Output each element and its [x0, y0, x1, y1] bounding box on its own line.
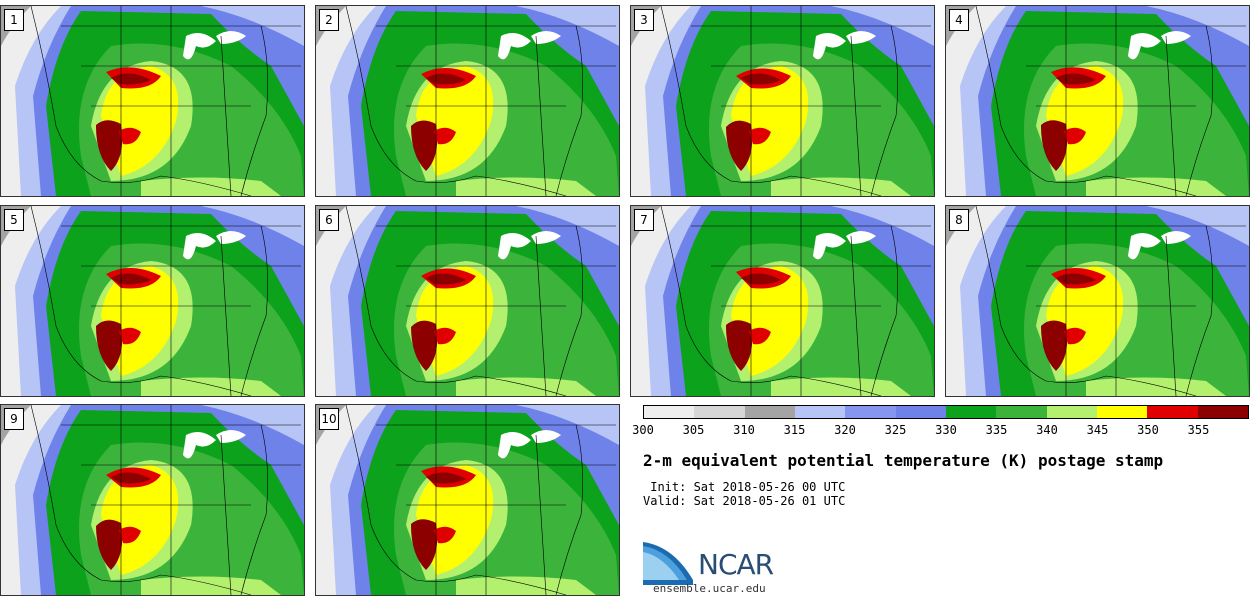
colorbar-segment [1147, 406, 1198, 418]
map-image [631, 206, 934, 396]
ncar-logo-icon [643, 542, 693, 585]
map-image [316, 6, 619, 196]
init-time: Init: Sat 2018-05-26 00 UTC [643, 480, 846, 494]
colorbar-tick-label: 355 [1187, 423, 1210, 437]
postage-stamp-panel: 7 [630, 205, 935, 397]
colorbar-tick-label: 305 [682, 423, 705, 437]
ncar-logo-text: NCAR [698, 548, 774, 581]
map-image [946, 6, 1249, 196]
panel-member-label: 4 [949, 9, 969, 31]
panel-member-label: 10 [319, 408, 339, 430]
postage-stamp-panel: 6 [315, 205, 620, 397]
colorbar-tick-label: 310 [733, 423, 755, 437]
panel-member-label: 1 [4, 9, 24, 31]
map-image [316, 206, 619, 396]
colorbar-tick-label: 335 [985, 423, 1008, 437]
colorbar-tick-label: 320 [834, 423, 856, 437]
panel-member-label: 8 [949, 209, 969, 231]
colorbar-segment [644, 406, 695, 418]
postage-stamp-panel: 4 [945, 5, 1250, 197]
colorbar-segment [1096, 406, 1148, 418]
colorbar-segment [1197, 406, 1248, 418]
map-image [631, 6, 934, 196]
plot-title: 2-m equivalent potential temperature (K)… [643, 451, 1164, 470]
colorbar-tick-label: 300 [632, 423, 654, 437]
colorbar-segment [1046, 406, 1097, 418]
colorbar-segment [996, 406, 1047, 418]
panel-member-label: 9 [4, 408, 24, 430]
valid-time: Valid: Sat 2018-05-26 01 UTC [643, 494, 846, 508]
postage-stamp-panel: 9 [0, 404, 305, 596]
panel-member-label: 5 [4, 209, 24, 231]
panel-member-label: 6 [319, 209, 339, 231]
panel-member-label: 2 [319, 9, 339, 31]
colorbar-tick-label: 330 [935, 423, 957, 437]
colorbar-tick-label: 315 [783, 423, 806, 437]
postage-stamp-panel: 2 [315, 5, 620, 197]
ensemble-url: ensemble.ucar.edu [653, 582, 766, 595]
map-image [1, 6, 304, 196]
colorbar-tick-label: 340 [1036, 423, 1058, 437]
colorbar-tick-label: 345 [1086, 423, 1109, 437]
postage-stamp-panel: 3 [630, 5, 935, 197]
map-image [316, 405, 619, 595]
colorbar-segment [694, 406, 745, 418]
colorbar-tick-label: 350 [1137, 423, 1159, 437]
postage-stamp-panel: 8 [945, 205, 1250, 397]
panel-member-label: 3 [634, 9, 654, 31]
postage-stamp-panel: 1 [0, 5, 305, 197]
colorbar-segment [845, 406, 896, 418]
colorbar-segment [895, 406, 946, 418]
map-image [1, 405, 304, 595]
postage-stamp-panel: 5 [0, 205, 305, 397]
colorbar-segment [945, 406, 997, 418]
colorbar [643, 405, 1249, 419]
map-image [1, 206, 304, 396]
colorbar-tick-label: 325 [884, 423, 907, 437]
colorbar-segment [744, 406, 795, 418]
panel-member-label: 7 [634, 209, 654, 231]
map-image [946, 206, 1249, 396]
postage-stamp-panel: 10 [315, 404, 620, 596]
colorbar-segment [794, 406, 846, 418]
